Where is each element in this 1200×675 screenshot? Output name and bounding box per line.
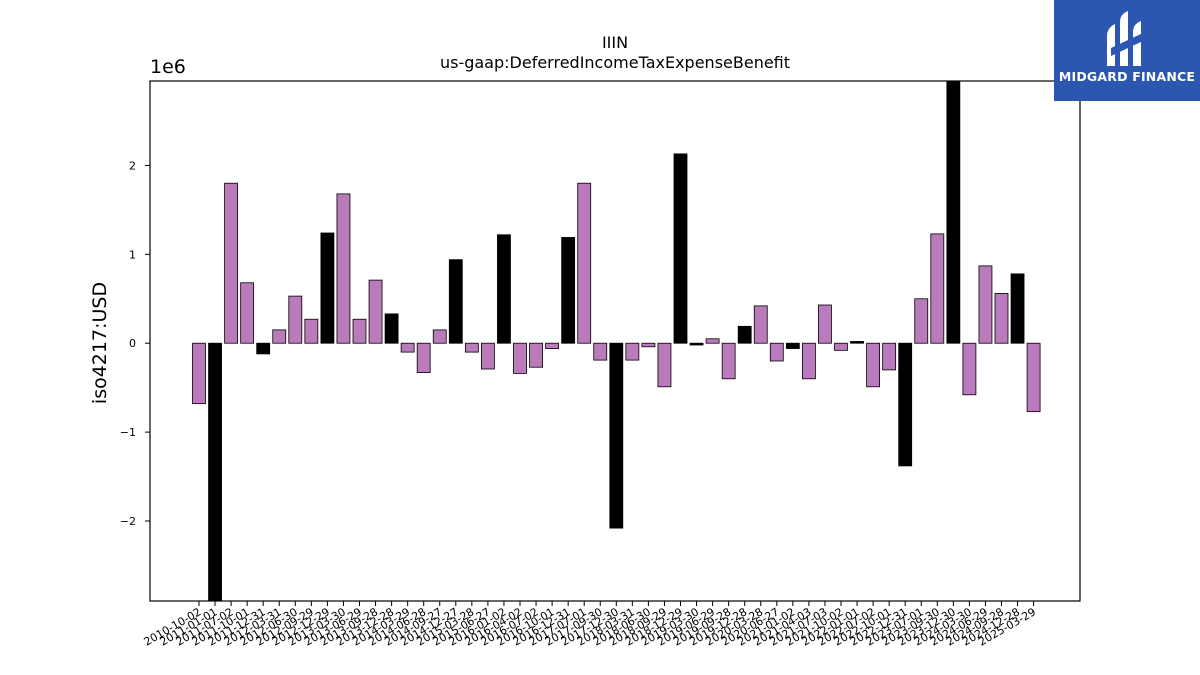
bar-2019-12-28 (737, 325, 752, 344)
bar-2018-06-30 (641, 342, 656, 348)
bar-2022-10-01 (882, 342, 897, 371)
bar-2024-12-28 (1010, 273, 1025, 344)
bar-2011-12-31 (256, 342, 271, 355)
midgard-m-icon (1107, 11, 1145, 66)
bar-2019-03-30 (689, 342, 704, 346)
y-axis-multiplier: 1e6 (150, 56, 186, 78)
bars-group (192, 80, 1041, 602)
bar-2012-09-29 (304, 318, 319, 344)
bar-2021-01-02 (785, 342, 800, 349)
logo-text: MIDGARD FINANCE (1058, 69, 1196, 84)
bar-2015-06-27 (480, 342, 495, 370)
bar-2020-06-27 (769, 342, 784, 362)
bar-2021-10-02 (834, 342, 848, 351)
bar-2013-03-30 (336, 193, 351, 344)
bar-2016-04-02 (513, 342, 527, 374)
bar-2013-12-28 (384, 313, 399, 344)
bar-2013-06-29 (352, 318, 367, 344)
bar-2018-03-31 (625, 342, 640, 361)
bar-2011-07-02 (224, 182, 239, 344)
bar-2014-03-29 (400, 342, 415, 353)
y-tick-label: 0 (129, 337, 136, 350)
bar-2013-09-28 (368, 279, 383, 344)
chart-subtitle: us-gaap:DeferredIncomeTaxExpenseBenefit (439, 53, 791, 72)
x-axis-ticks: 2010-10-022011-01-012011-07-022011-10-01… (142, 601, 1038, 649)
bar-2012-12-29 (320, 232, 335, 344)
bar-2022-01-01 (850, 341, 864, 344)
bar-2023-12-30 (946, 80, 961, 344)
bar-2024-03-30 (962, 342, 977, 396)
bar-2019-09-28 (721, 342, 736, 380)
bar-2022-12-31 (898, 342, 913, 467)
y-tick-label: −1 (120, 426, 136, 439)
bar-2018-12-29 (673, 153, 688, 344)
brand-logo: MIDGARD FINANCE (1054, 0, 1200, 101)
bar-2021-07-03 (818, 304, 832, 344)
bar-2012-03-31 (272, 329, 287, 344)
bar-2016-01-02 (497, 234, 511, 344)
bar-2023-09-30 (930, 233, 945, 344)
bar-2014-09-27 (432, 329, 447, 344)
y-axis-label: iso4217:USD (89, 281, 111, 405)
y-tick-label: 2 (129, 159, 136, 172)
bar-2014-12-27 (448, 259, 463, 344)
bar-2011-10-01 (240, 282, 255, 344)
bar-2019-06-29 (705, 338, 720, 344)
chart-title: IIIN (601, 33, 629, 52)
bar-2025-03-29 (1026, 342, 1041, 413)
bar-2017-07-01 (577, 182, 592, 344)
bar-2010-10-02 (192, 342, 206, 405)
bar-2016-07-02 (529, 342, 543, 368)
bar-2017-12-30 (609, 342, 624, 529)
bar-2011-01-01 (208, 342, 222, 602)
bar-2016-10-01 (545, 342, 559, 349)
bar-2022-07-02 (866, 342, 880, 388)
y-tick-label: −2 (120, 515, 136, 528)
bar-2012-06-30 (288, 295, 303, 344)
bar-2023-07-01 (914, 298, 929, 344)
plot-frame (149, 80, 1081, 602)
y-tick-label: 1 (129, 248, 136, 261)
bar-2014-06-28 (416, 342, 431, 373)
bar-2024-06-29 (978, 265, 993, 344)
bar-2018-09-29 (657, 342, 672, 388)
y-axis-ticks: −2 −1 0 1 2 (120, 159, 150, 528)
bar-2015-03-28 (464, 342, 479, 353)
bar-2020-03-28 (753, 305, 768, 344)
bar-2024-09-28 (994, 293, 1009, 344)
bar-2021-04-03 (802, 342, 816, 380)
bar-2017-09-30 (593, 342, 608, 361)
bar-2016-12-31 (561, 237, 576, 344)
